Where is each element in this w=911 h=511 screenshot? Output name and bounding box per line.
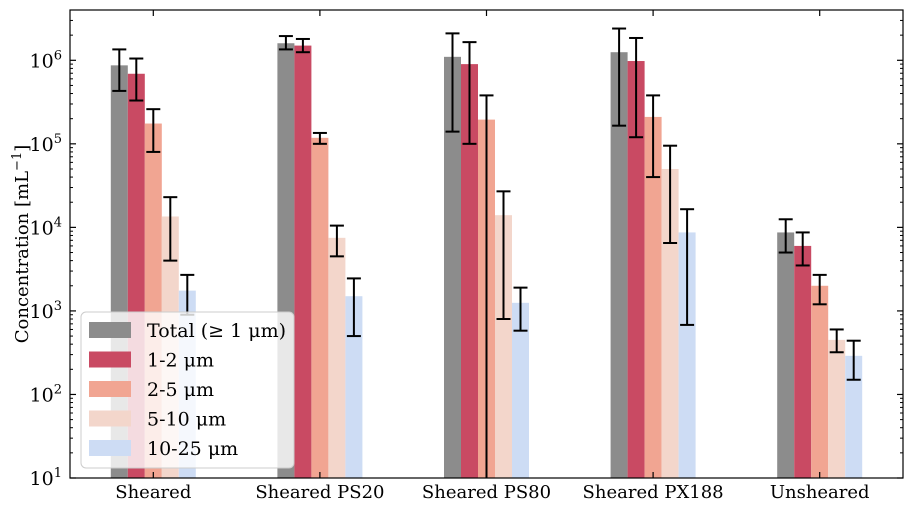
y-axis-label: Concentration [mL−1] bbox=[10, 145, 33, 344]
bar-sheared-ps80-total-1-m bbox=[444, 56, 461, 479]
legend-label-10-25-m: 10-25 μm bbox=[147, 438, 238, 460]
legend-swatch-total-1-m bbox=[89, 322, 131, 338]
x-tick-label-unsheared: Unsheared bbox=[770, 482, 870, 503]
y-tick-exponent: 1 bbox=[54, 466, 62, 481]
y-tick-base: 10 bbox=[30, 301, 54, 323]
y-tick-label: 103 bbox=[30, 299, 62, 323]
bar-unsheared-5-10-m bbox=[828, 339, 846, 478]
legend-swatch-5-10-m bbox=[89, 410, 131, 427]
y-tick-base: 10 bbox=[30, 134, 54, 156]
bar-sheared-ps20-1-2-m bbox=[294, 45, 312, 478]
legend-swatch-1-2-m bbox=[89, 351, 131, 368]
legend-box bbox=[80, 311, 295, 469]
y-tick-base: 10 bbox=[30, 50, 54, 72]
y-tick-base: 10 bbox=[30, 217, 54, 239]
x-ticks: Sheared Sheared PS20 Sheared PS80 Sheared P… bbox=[115, 10, 870, 503]
legend-label-2-5-m: 2-5 μm bbox=[147, 379, 214, 401]
bar-sheared-px188-10-25-m bbox=[678, 232, 696, 478]
x-tick-label-sheared-ps20: Sheared PS20 bbox=[255, 482, 384, 503]
legend-label-total-1-m: Total (≥ 1 μm) bbox=[147, 320, 286, 342]
bar-sheared-px188-2-5-m bbox=[644, 116, 662, 478]
bar-sheared-ps20-5-10-m bbox=[328, 237, 346, 478]
bar-sheared-ps20-10-25-m bbox=[345, 296, 363, 478]
legend-swatch-2-5-m bbox=[89, 381, 131, 397]
y-tick-label: 105 bbox=[30, 132, 62, 156]
bar-unsheared-2-5-m bbox=[811, 285, 829, 478]
y-tick-base: 10 bbox=[30, 384, 54, 406]
bar-sheared-ps80-5-10-m bbox=[495, 215, 512, 478]
x-tick-label-sheared-ps80: Sheared PS80 bbox=[422, 482, 551, 503]
bar-sheared-px188-total-1-m bbox=[610, 52, 628, 478]
legend-label-1-2-m: 1-2 μm bbox=[147, 350, 214, 372]
y-tick-base: 10 bbox=[30, 468, 54, 490]
bar-sheared-ps20-2-5-m bbox=[311, 137, 329, 478]
y-tick-label: 101 bbox=[30, 466, 62, 490]
bar-sheared-ps80-1-2-m bbox=[461, 64, 478, 478]
legend: Total (≥ 1 μm) 1-2 μm 2-5 μm 5-10 μm 10-25 μ… bbox=[80, 311, 295, 469]
bar-unsheared-total-1-m bbox=[777, 232, 795, 478]
y-tick-exponent: 4 bbox=[54, 215, 62, 230]
y-tick-exponent: 2 bbox=[54, 382, 62, 397]
x-tick-label-sheared-px188: Sheared PX188 bbox=[583, 482, 724, 503]
error-bars-layer bbox=[112, 27, 861, 478]
legend-label-5-10-m: 5-10 μm bbox=[147, 409, 226, 431]
legend-swatch-10-25-m bbox=[89, 440, 131, 456]
x-tick-label-sheared: Sheared bbox=[115, 482, 191, 503]
y-tick-exponent: 3 bbox=[54, 299, 62, 314]
bar-unsheared-10-25-m bbox=[845, 355, 863, 478]
bar-sheared-px188-1-2-m bbox=[627, 61, 645, 479]
bar-sheared-px188-5-10-m bbox=[661, 168, 679, 478]
y-tick-exponent: 5 bbox=[54, 132, 62, 147]
y-tick-exponent: 6 bbox=[54, 48, 62, 63]
y-tick-label: 104 bbox=[30, 215, 62, 239]
y-tick-label: 106 bbox=[30, 48, 62, 72]
bar-unsheared-1-2-m bbox=[794, 245, 812, 478]
bar-sheared-ps80-10-25-m bbox=[512, 302, 529, 478]
y-tick-label: 102 bbox=[30, 382, 62, 406]
